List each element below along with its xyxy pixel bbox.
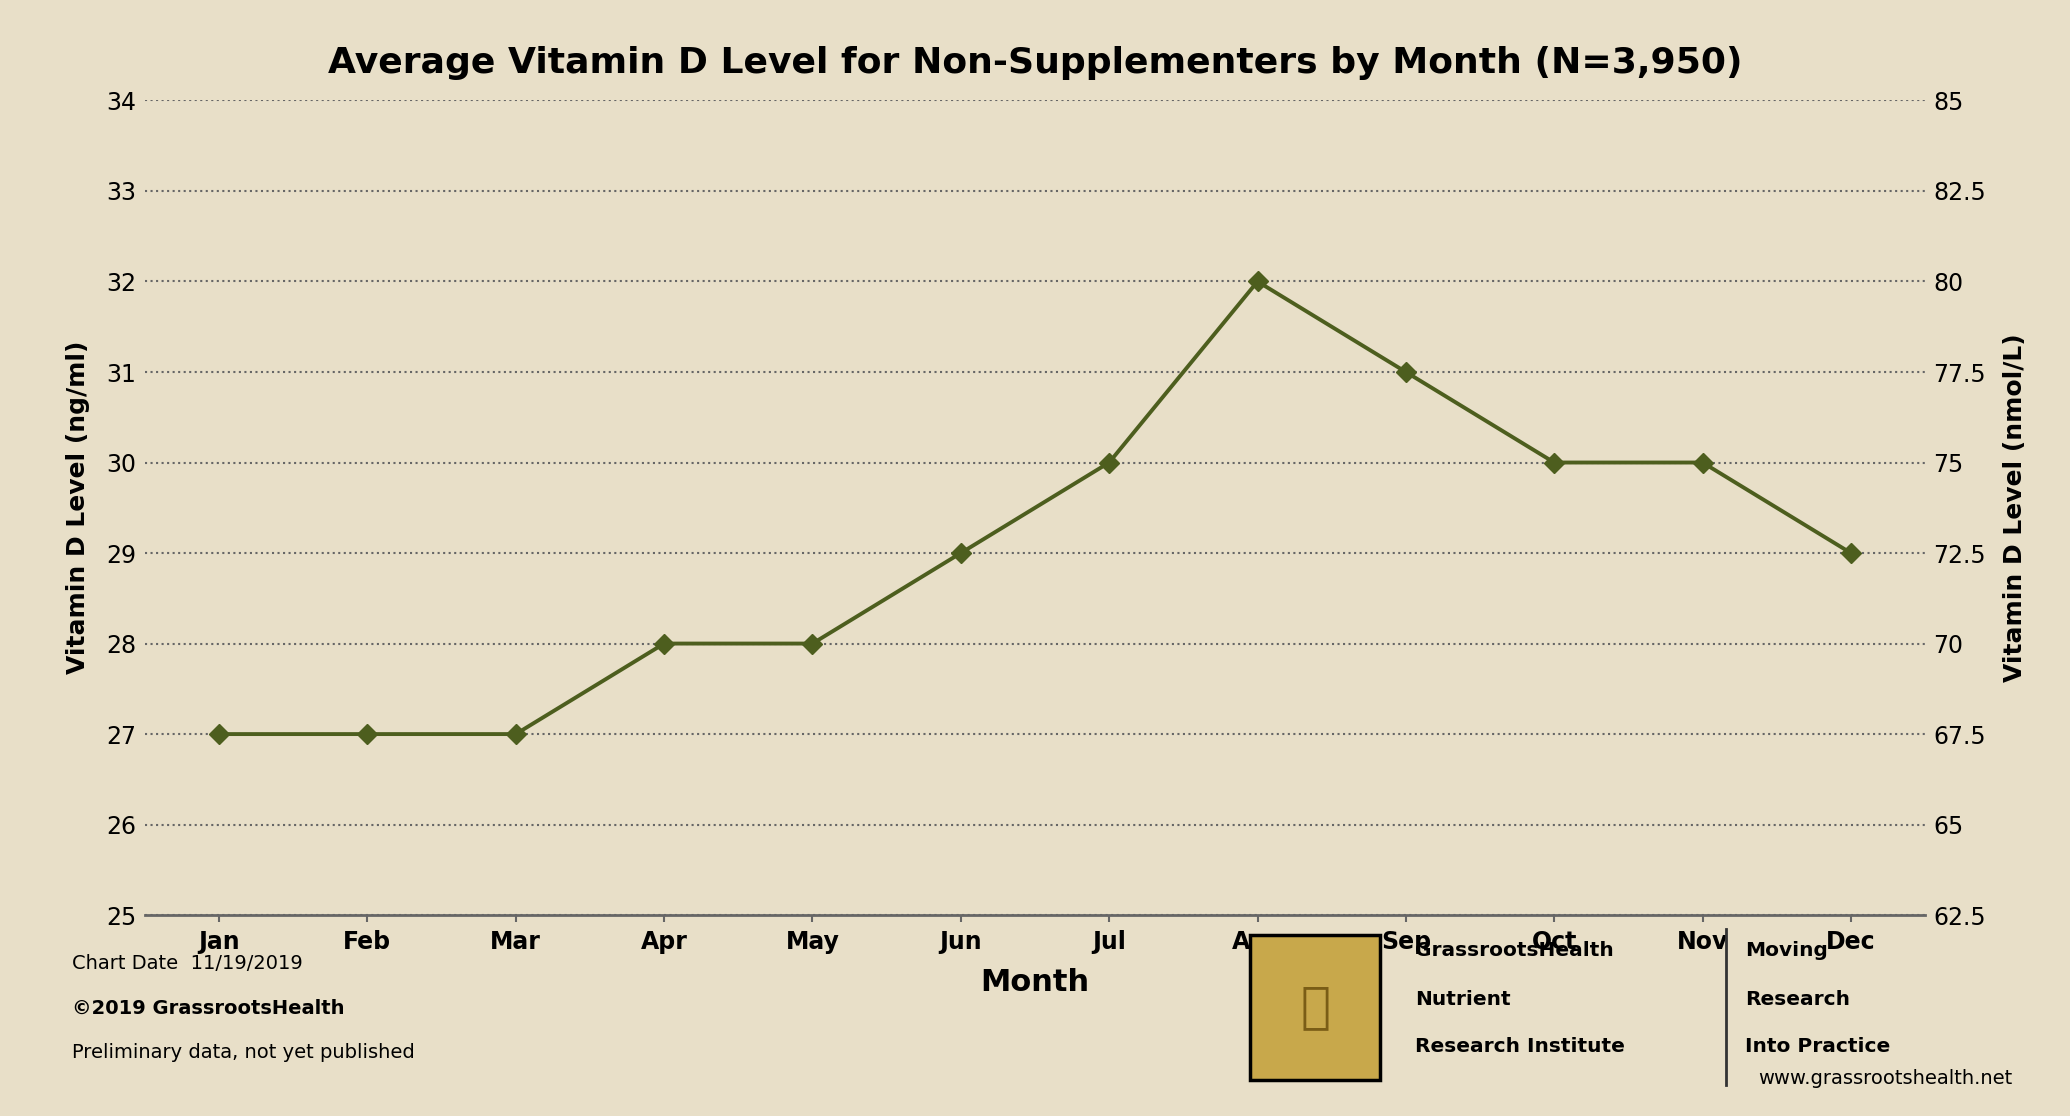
Y-axis label: Vitamin D Level (ng/ml): Vitamin D Level (ng/ml) <box>66 341 89 674</box>
Text: Research Institute: Research Institute <box>1416 1037 1625 1056</box>
Text: Research: Research <box>1745 990 1851 1009</box>
Text: Chart Date  11/19/2019: Chart Date 11/19/2019 <box>72 954 302 973</box>
Text: Moving: Moving <box>1745 942 1828 961</box>
Text: GrassrootsHealth: GrassrootsHealth <box>1416 942 1615 961</box>
X-axis label: Month: Month <box>981 969 1089 998</box>
Text: Into Practice: Into Practice <box>1745 1037 1890 1056</box>
Text: Preliminary data, not yet published: Preliminary data, not yet published <box>72 1043 416 1062</box>
Text: www.grassrootshealth.net: www.grassrootshealth.net <box>1757 1069 2012 1088</box>
Title: Average Vitamin D Level for Non-Supplementers by Month (N=3,950): Average Vitamin D Level for Non-Suppleme… <box>327 46 1743 79</box>
Text: ©2019 GrassrootsHealth: ©2019 GrassrootsHealth <box>72 999 346 1018</box>
Y-axis label: Vitamin D Level (nmol/L): Vitamin D Level (nmol/L) <box>2004 334 2027 682</box>
FancyBboxPatch shape <box>1250 934 1379 1080</box>
Text: 𝐕: 𝐕 <box>1300 983 1331 1031</box>
Text: Nutrient: Nutrient <box>1416 990 1511 1009</box>
